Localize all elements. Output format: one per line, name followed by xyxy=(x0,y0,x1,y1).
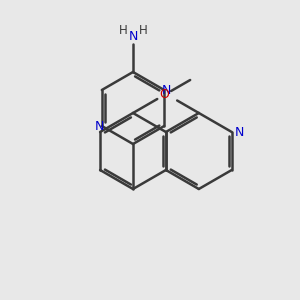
Text: N: N xyxy=(161,83,171,97)
Text: H: H xyxy=(118,25,127,38)
Text: N: N xyxy=(95,119,104,133)
Text: O: O xyxy=(159,88,169,101)
Text: N: N xyxy=(235,125,244,139)
Text: N: N xyxy=(128,31,138,44)
Text: H: H xyxy=(139,25,147,38)
